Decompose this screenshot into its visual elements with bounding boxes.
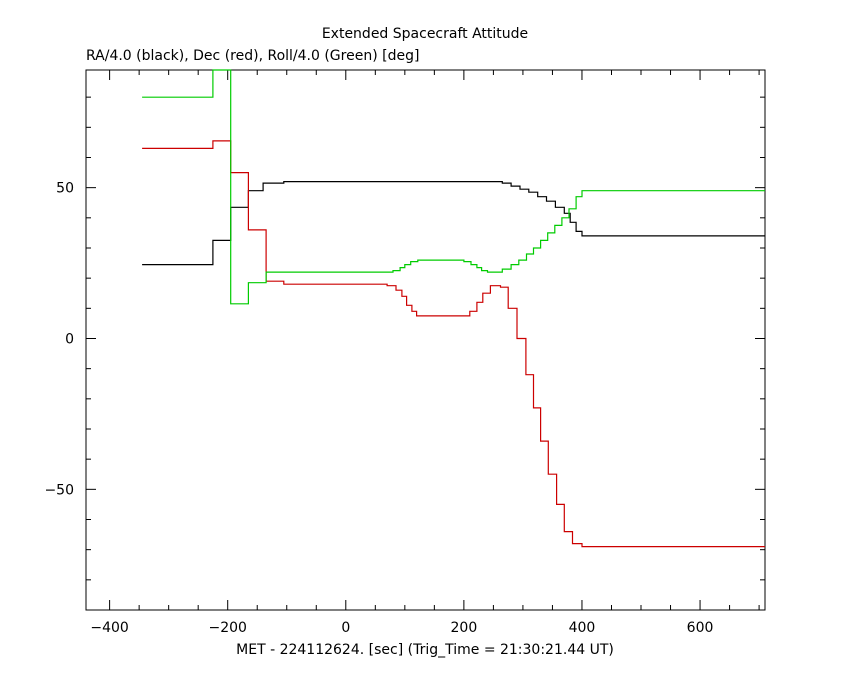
x-axis-label: MET - 224112624. [sec] (Trig_Time = 21:3… <box>236 642 614 658</box>
x-tick-label: −400 <box>90 620 128 636</box>
axis-ticks <box>86 70 765 611</box>
x-tick-label: 0 <box>341 620 350 636</box>
series-layer <box>142 69 765 548</box>
y-tick-label: −50 <box>44 482 74 498</box>
x-tick-label: 600 <box>687 620 714 636</box>
y-tick-label: 0 <box>65 331 74 347</box>
x-tick-label: 400 <box>569 620 596 636</box>
series-ra-4-0-line <box>142 181 765 266</box>
chart-subtitle: RA/4.0 (black), Dec (red), Roll/4.0 (Gre… <box>86 48 419 64</box>
y-tick-label: 50 <box>56 181 74 197</box>
axis-tick-labels: −400 −200 0 200 400 600 −50 0 50 <box>44 181 713 636</box>
chart-title: Extended Spacecraft Attitude <box>322 26 528 42</box>
series-dec-line <box>142 140 765 548</box>
plot-frame <box>85 69 766 611</box>
x-tick-label: 200 <box>451 620 478 636</box>
series-roll-4-0-line <box>142 69 765 305</box>
x-tick-label: −200 <box>208 620 246 636</box>
